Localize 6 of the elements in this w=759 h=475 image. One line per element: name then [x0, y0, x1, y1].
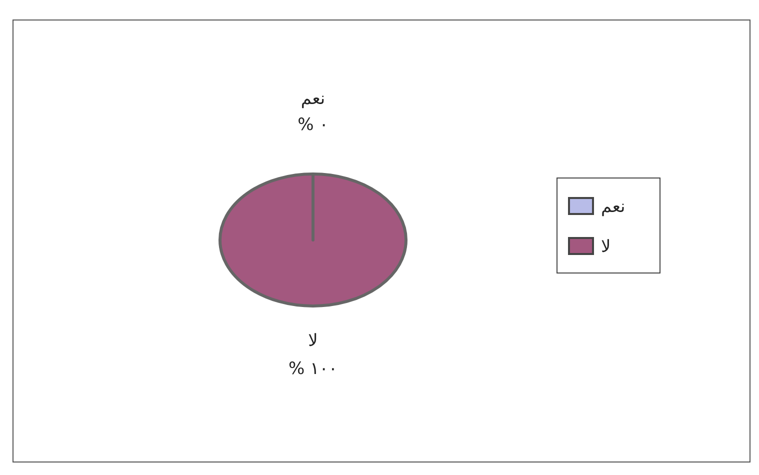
legend-label: لا — [601, 237, 611, 257]
data-label: % ١٠٠ — [288, 359, 338, 379]
category-label: نعم — [300, 89, 326, 109]
slice-label: لا — [308, 331, 318, 351]
legend-label: نعم — [601, 197, 626, 217]
text: % ٠ — [298, 115, 328, 135]
